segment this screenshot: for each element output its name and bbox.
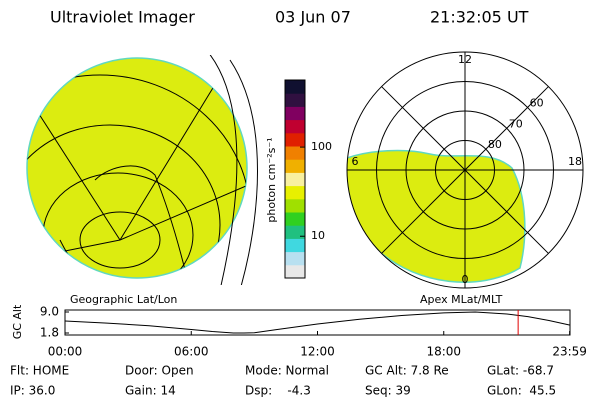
altitude-plot: 9.0 1.8 00:00 06:00 12:00 18:00 23:59 — [40, 305, 587, 359]
colorbar-segment — [285, 212, 305, 226]
left-map-label: Geographic Lat/Lon — [70, 293, 177, 306]
x-tick-label: 00:00 — [48, 345, 83, 359]
status-field: Dsp: -4.3 — [245, 384, 311, 398]
colorbar-tick-label: 10 — [311, 229, 325, 242]
colorbar-segment — [285, 80, 305, 94]
colorbar-segment — [285, 146, 305, 160]
x-tick-label: 12:00 — [300, 345, 335, 359]
y-tick-label: 9.0 — [40, 305, 59, 319]
colorbar-segment — [285, 159, 305, 173]
status-field: Flt: HOME — [10, 364, 69, 378]
mlt-label: 12 — [458, 53, 472, 66]
status-field: Mode: Normal — [245, 364, 329, 378]
polar-grid — [346, 51, 584, 289]
colorbar-segment — [285, 132, 305, 147]
right-map-label: Apex MLat/MLT — [420, 293, 503, 306]
mlt-label: 0 — [462, 273, 469, 286]
status-field: GLat: -68.7 — [487, 364, 554, 378]
colorbar-segment — [285, 172, 305, 187]
colorbar-segment — [285, 264, 305, 279]
colorbar: 10 100 — [285, 80, 332, 279]
lat-circle — [405, 110, 525, 230]
lat-label: 80 — [488, 138, 502, 151]
altitude-line — [64, 311, 571, 334]
colorbar-segment — [285, 106, 305, 121]
mlt-label: 6 — [352, 155, 359, 168]
colorbar-segment — [285, 93, 305, 107]
lat-circle — [376, 81, 554, 259]
status-field: Gain: 14 — [125, 384, 176, 398]
colorbar-segment — [285, 238, 305, 253]
y-tick-label: 1.8 — [40, 326, 59, 340]
colorbar-frame — [284, 79, 306, 279]
instrument: Ultraviolet Imager — [50, 8, 195, 27]
colorbar-segment — [285, 198, 305, 213]
colorbar-segment — [285, 225, 305, 239]
x-tick-label: 06:00 — [174, 345, 209, 359]
colorbar-segment — [285, 185, 305, 200]
status-field: GLon: 45.5 — [487, 384, 556, 398]
colorbar-segment — [285, 251, 305, 266]
time: 21:32:05 UT — [430, 8, 529, 27]
colorbar-segment — [285, 119, 305, 134]
status-field: Door: Open — [125, 364, 194, 378]
colorbar-tick-label: 100 — [311, 140, 332, 153]
x-tick-label: 23:59 — [552, 345, 587, 359]
y-axis-label: GC Alt — [11, 304, 24, 339]
status-field: Seq: 39 — [365, 384, 411, 398]
status-field: GC Alt: 7.8 Re — [365, 364, 449, 378]
status-field: IP: 36.0 — [10, 384, 55, 398]
lat-circle — [435, 140, 495, 200]
status-bar: Flt: HOME Door: Open Mode: Normal GC Alt: 7… — [10, 364, 556, 398]
colorbar-label: photon cm⁻²s⁻¹ — [265, 137, 278, 222]
lat-label: 70 — [509, 117, 523, 130]
lat-label: 60 — [530, 96, 544, 109]
mlt-label: 18 — [568, 155, 582, 168]
date: 03 Jun 07 — [275, 8, 351, 27]
x-tick-label: 18:00 — [426, 345, 461, 359]
left-image — [26, 55, 258, 285]
